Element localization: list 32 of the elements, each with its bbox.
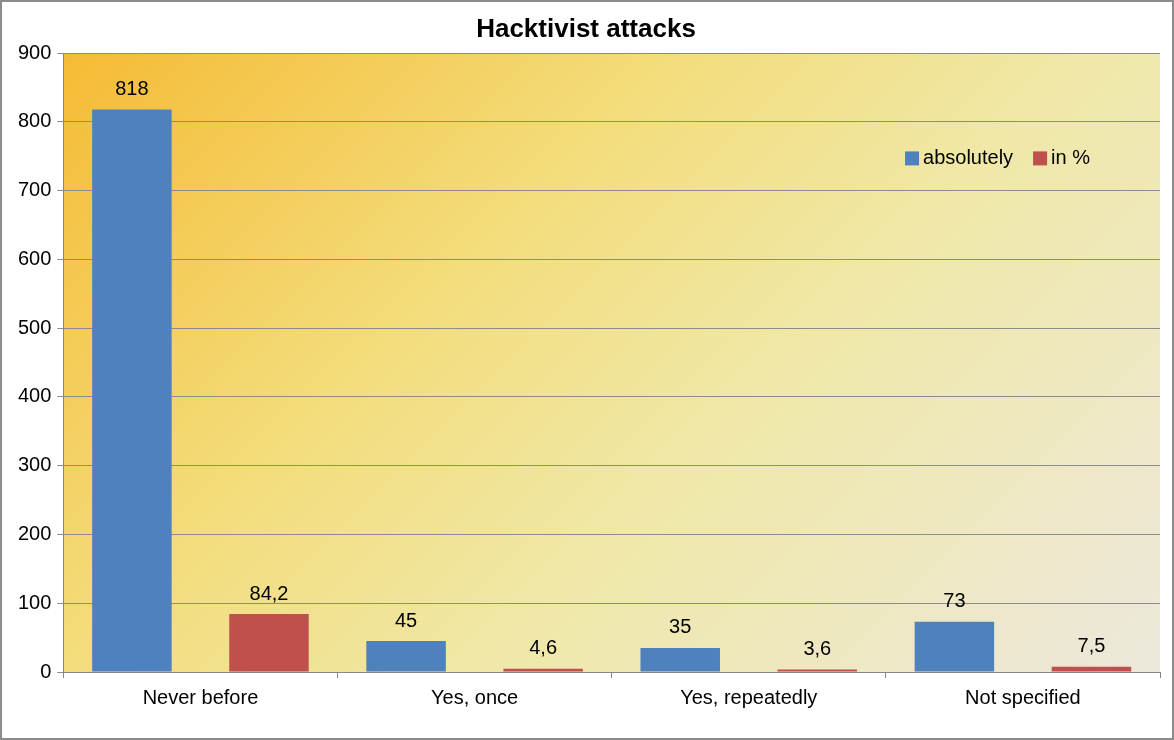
y-tick-label: 800	[17, 109, 52, 132]
x-tick-label: Yes, repeatedly	[680, 685, 818, 708]
bar	[92, 109, 172, 672]
bar	[229, 614, 309, 672]
y-tick-label: 300	[17, 453, 52, 476]
y-tick-label: 700	[17, 178, 52, 201]
legend-label: in %	[1051, 145, 1091, 168]
x-tick-label: Not specified	[965, 685, 1081, 708]
data-label: 4,6	[529, 636, 558, 659]
y-tick-label: 500	[17, 315, 52, 338]
bar	[503, 668, 583, 672]
chart-title: Hacktivist attacks	[476, 12, 696, 43]
y-tick-label: 400	[17, 384, 52, 407]
data-label: 7,5	[1077, 634, 1106, 657]
legend-label: absolutely	[923, 145, 1014, 168]
data-label: 818	[115, 77, 149, 100]
data-label: 84,2	[249, 581, 289, 604]
x-tick-label: Never before	[142, 685, 259, 708]
x-tick-label: Yes, once	[431, 685, 519, 708]
y-tick-label: 900	[17, 40, 52, 63]
y-tick-label: 600	[17, 246, 52, 269]
bar	[366, 641, 446, 672]
data-label: 3,6	[803, 637, 832, 660]
bar	[1051, 666, 1132, 672]
y-tick-label: 200	[17, 522, 52, 544]
data-label: 35	[669, 615, 692, 638]
bar	[914, 621, 995, 672]
y-tick-label: 100	[17, 590, 52, 613]
y-tick-label: 0	[40, 659, 52, 682]
data-label: 73	[943, 589, 966, 612]
data-label: 45	[394, 608, 418, 631]
bar	[640, 647, 720, 672]
